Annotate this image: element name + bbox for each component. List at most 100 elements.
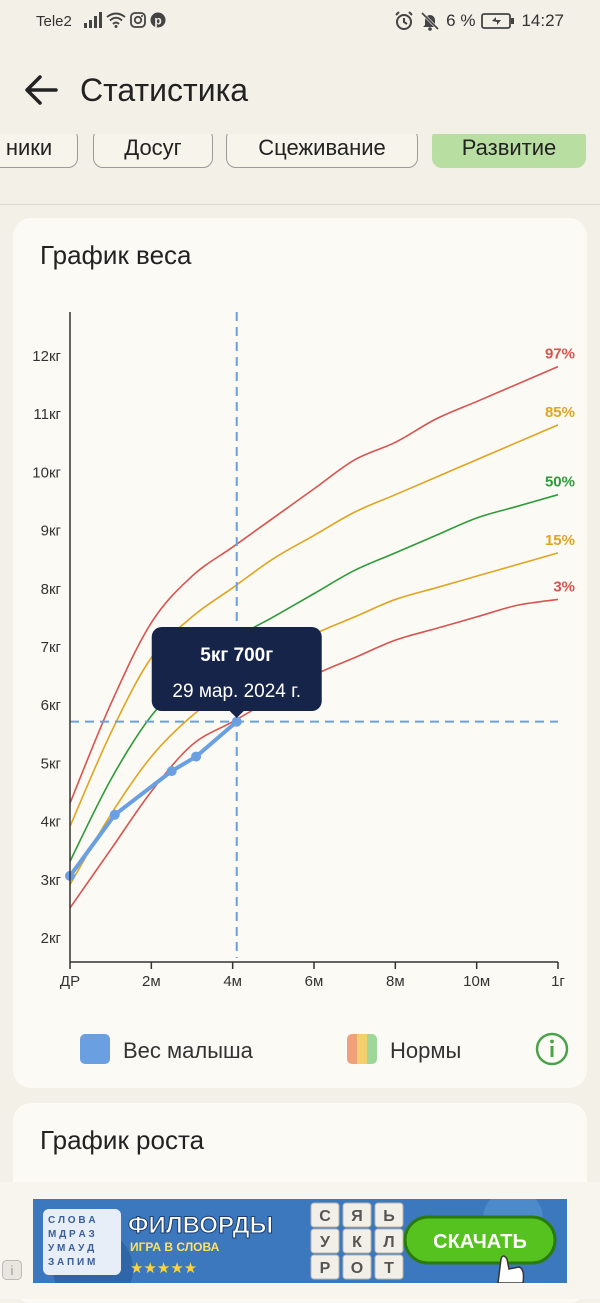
- weight-chart-title: График веса: [40, 240, 192, 270]
- tab-leisure[interactable]: Досуг: [93, 134, 213, 168]
- baby-weight-point[interactable]: [166, 766, 177, 777]
- norm-curve-50pct: [69, 493, 559, 862]
- ad-letter: К: [352, 1234, 362, 1251]
- signal-icon: [84, 12, 102, 28]
- norm-label: 50%: [545, 474, 575, 491]
- y-tick-label: 8кг: [41, 581, 62, 598]
- tooltip-pointer: [228, 710, 245, 718]
- ad-letter-tile: [310, 1228, 340, 1254]
- svg-text:М Д Р А З: М Д Р А З: [48, 1229, 95, 1240]
- ad-graphic: С Л О В А М Д Р А З У М А У Д З А П И М …: [33, 1199, 567, 1283]
- carrier-label: Tele2: [36, 13, 72, 30]
- hand-pointer-icon: [497, 1255, 525, 1283]
- ad-letter: Л: [383, 1234, 394, 1251]
- x-tick-label: 4м: [223, 973, 242, 990]
- legend-label-norms: Нормы: [390, 1038, 462, 1063]
- ad-letter-tile: [342, 1254, 372, 1280]
- ad-letter-tile: [374, 1254, 404, 1280]
- x-tick-label: 1г: [551, 973, 565, 990]
- ad-title: ФИЛВОРДЫ: [128, 1212, 273, 1239]
- ad-subtitle: ИГРА В СЛОВА: [130, 1240, 220, 1254]
- norm-label: 3%: [553, 578, 575, 595]
- ad-download-label: СКАЧАТЬ: [433, 1231, 527, 1253]
- norm-label: 85%: [545, 404, 575, 421]
- svg-text:i: i: [11, 1263, 14, 1278]
- tabs-divider: [0, 204, 600, 205]
- battery-percent: 6 %: [446, 11, 476, 30]
- x-tick-label: 2м: [142, 973, 161, 990]
- ad-letter: Я: [351, 1208, 363, 1225]
- y-tick-label: 6кг: [41, 697, 62, 714]
- svg-text:У М А У Д: У М А У Д: [48, 1243, 94, 1254]
- alarm-icon: [395, 11, 413, 30]
- tooltip-box: [151, 627, 322, 711]
- ad-letter-tile: [310, 1202, 340, 1228]
- y-tick-label: 12кг: [32, 348, 61, 365]
- ad-banner[interactable]: С Л О В А М Д Р А З У М А У Д З А П И М …: [33, 1199, 567, 1283]
- baby-weight-line: [68, 720, 239, 878]
- chart-legend: Вес малыша Нормы: [0, 1030, 600, 1070]
- y-tick-label: 11кг: [33, 406, 61, 423]
- ad-letter: У: [320, 1234, 331, 1251]
- tooltip-value: 5кг 700г: [200, 645, 273, 666]
- ad-letter: Р: [320, 1260, 331, 1277]
- y-tick-label: 5кг: [41, 755, 62, 772]
- norm-label: 97%: [545, 346, 575, 363]
- pinterest-icon: p: [150, 12, 166, 28]
- status-bar: Tele2 p 6 % 14:27: [0, 0, 600, 42]
- ad-letter-tile: [342, 1228, 372, 1254]
- ad-letter-tile: [374, 1228, 404, 1254]
- instagram-icon: [130, 12, 146, 28]
- ad-letter: С: [319, 1208, 331, 1225]
- weight-chart[interactable]: 97% 85% 50% 15% 3% 2кг 3кг 4кг 5кг 6кг 7кг 8кг 9кг 1…: [0, 0, 600, 1000]
- y-tick-label: 10кг: [32, 464, 61, 481]
- svg-text:p: p: [154, 14, 161, 28]
- battery-icon: [481, 13, 515, 29]
- x-tick-label: 6м: [305, 973, 324, 990]
- y-tick-label: 7кг: [41, 639, 62, 656]
- status-left-icons: p: [84, 12, 166, 28]
- baby-weight-point[interactable]: [109, 809, 120, 820]
- ad-letter-tile: [342, 1202, 372, 1228]
- ad-info-icon[interactable]: i: [2, 1260, 22, 1280]
- mute-bell-icon: [421, 11, 440, 31]
- wifi-icon: [106, 12, 126, 28]
- norm-curve-97pct: [69, 365, 559, 804]
- ad-rating-stars: ★★★★★: [130, 1260, 197, 1277]
- svg-text:З А П И М: З А П И М: [48, 1257, 95, 1268]
- tab-development[interactable]: Развитие: [432, 134, 586, 168]
- norm-curve-15pct: [69, 552, 559, 886]
- y-tick-label: 4кг: [41, 814, 62, 831]
- tooltip-date: 29 мар. 2024 г.: [172, 681, 301, 702]
- category-tabs: ники Досуг Сцеживание Развитие: [0, 134, 600, 172]
- x-tick-label: 8м: [386, 973, 405, 990]
- tab-pumping[interactable]: Сцеживание: [226, 134, 418, 168]
- y-tick-label: 9кг: [41, 523, 62, 540]
- ad-letter: О: [351, 1260, 363, 1277]
- legend-swatch-baby: [80, 1034, 110, 1064]
- ad-letter-tile: [374, 1202, 404, 1228]
- y-tick-label: 2кг: [41, 930, 62, 947]
- info-icon[interactable]: [535, 1032, 569, 1066]
- svg-text:★★★★★: ★★★★★: [130, 1260, 197, 1277]
- legend-label-baby: Вес малыша: [123, 1038, 253, 1063]
- legend-swatch-norms: [347, 1034, 377, 1064]
- baby-weight-point[interactable]: [191, 751, 202, 762]
- ad-letter: Ь: [383, 1208, 395, 1225]
- ad-word-grid: [43, 1209, 121, 1275]
- back-arrow-icon[interactable]: [20, 70, 60, 110]
- clock: 14:27: [521, 11, 564, 30]
- ad-letter: Т: [384, 1260, 394, 1277]
- app-bar: Статистика: [0, 48, 600, 134]
- baby-weight-point[interactable]: [231, 716, 242, 727]
- page-title: Статистика: [80, 72, 249, 108]
- norm-label: 15%: [545, 532, 575, 549]
- ad-letter-tile: [310, 1254, 340, 1280]
- tab-partial[interactable]: ники: [0, 134, 78, 168]
- x-tick-label: ДР: [60, 973, 80, 990]
- ad-letter-tiles: С Я Ь У К Л Р О Т: [310, 1202, 404, 1280]
- status-right-icons: 6 % 14:27: [394, 11, 564, 31]
- ad-download-button[interactable]: [403, 1215, 557, 1265]
- y-tick-label: 3кг: [41, 872, 62, 889]
- svg-text:С Л О В А: С Л О В А: [48, 1215, 96, 1226]
